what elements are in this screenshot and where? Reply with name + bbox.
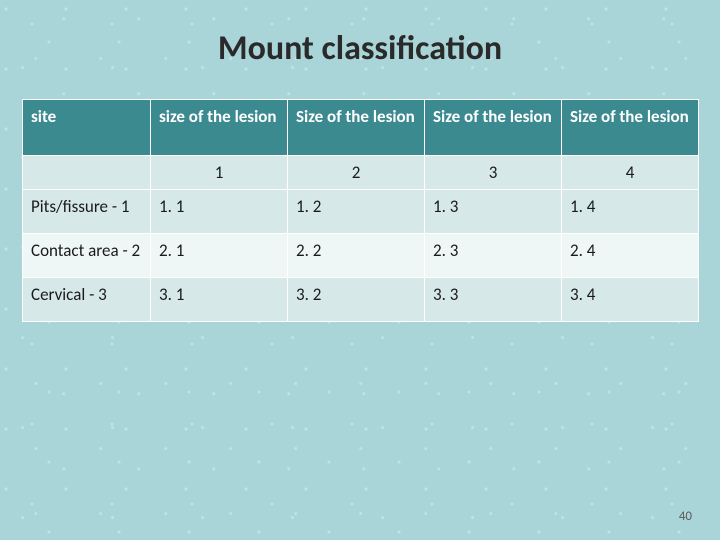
cell: 1. 3: [425, 190, 562, 234]
cell: 2. 1: [151, 234, 288, 278]
numrow-c2: 2: [288, 156, 425, 190]
classification-table: site size of the lesion Size of the lesi…: [22, 99, 699, 322]
header-size-3: Size of the lesion: [425, 100, 562, 156]
cell-site: Pits/fissure - 1: [23, 190, 151, 234]
cell-site: Cervical - 3: [23, 278, 151, 322]
header-size-1: size of the lesion: [151, 100, 288, 156]
numrow-c1: 1: [151, 156, 288, 190]
cell: 3. 3: [425, 278, 562, 322]
classification-table-container: site size of the lesion Size of the lesi…: [0, 99, 720, 322]
header-site: site: [23, 100, 151, 156]
table-row: Cervical - 3 3. 1 3. 2 3. 3 3. 4: [23, 278, 699, 322]
cell-site: Contact area - 2: [23, 234, 151, 278]
header-size-2: Size of the lesion: [288, 100, 425, 156]
table-row: Contact area - 2 2. 1 2. 2 2. 3 2. 4: [23, 234, 699, 278]
cell: 2. 4: [562, 234, 699, 278]
cell: 2. 2: [288, 234, 425, 278]
cell: 1. 4: [562, 190, 699, 234]
numrow-c0: [23, 156, 151, 190]
cell: 1. 2: [288, 190, 425, 234]
header-size-4: Size of the lesion: [562, 100, 699, 156]
table-number-row: 1 2 3 4: [23, 156, 699, 190]
cell: 3. 4: [562, 278, 699, 322]
table-header-row: site size of the lesion Size of the lesi…: [23, 100, 699, 156]
numrow-c4: 4: [562, 156, 699, 190]
page-number: 40: [679, 509, 692, 524]
cell: 2. 3: [425, 234, 562, 278]
cell: 1. 1: [151, 190, 288, 234]
numrow-c3: 3: [425, 156, 562, 190]
slide-title: Mount classification: [0, 0, 720, 99]
table-row: Pits/fissure - 1 1. 1 1. 2 1. 3 1. 4: [23, 190, 699, 234]
cell: 3. 2: [288, 278, 425, 322]
cell: 3. 1: [151, 278, 288, 322]
